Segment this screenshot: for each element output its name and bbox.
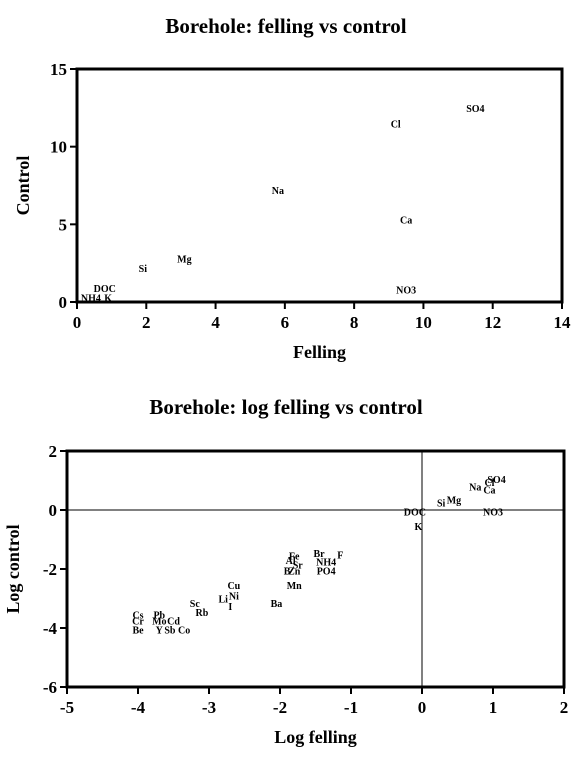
y-tick-label: -2 — [43, 560, 57, 579]
chart-title: Borehole: log felling vs control — [149, 395, 423, 419]
data-point-cd: Cd — [167, 617, 180, 628]
data-point-so4: SO4 — [487, 475, 505, 486]
data-point-be: Be — [132, 625, 144, 636]
x-tick-label: -1 — [344, 698, 358, 717]
plot-frame — [75, 67, 564, 304]
data-point-cl: Cl — [484, 478, 494, 489]
data-point-ca: Ca — [400, 216, 412, 227]
data-point-so4: SO4 — [466, 104, 484, 115]
y-tick-label: 15 — [50, 60, 67, 79]
data-point-mg: Mg — [447, 496, 461, 507]
y-tick-label: 0 — [59, 293, 68, 312]
data-point-cs: Cs — [132, 611, 143, 622]
data-point-doc: DOC — [94, 284, 116, 295]
x-axis-label: Log felling — [274, 727, 357, 747]
y-tick-label: -6 — [43, 678, 57, 697]
x-tick-label: 14 — [554, 313, 572, 332]
data-point-i: I — [228, 602, 232, 613]
chart-panel-top: Borehole: felling vs control 0 2 4 6 8 10 12 14… — [13, 14, 572, 362]
x-tick-label: -4 — [131, 698, 146, 717]
data-point-ba: Ba — [271, 599, 283, 610]
x-tick-label: 1 — [489, 698, 498, 717]
x-tick-label: 0 — [418, 698, 427, 717]
data-point-cu: Cu — [227, 581, 240, 592]
data-point-mn: Mn — [287, 581, 302, 592]
x-tick-label: 0 — [73, 313, 82, 332]
data-point-mo: Mo — [152, 617, 166, 628]
data-point-nh4: NH4 — [316, 558, 336, 569]
y-tick-label: 2 — [49, 442, 58, 461]
data-point-k: K — [104, 293, 112, 304]
x-tick-label: 6 — [281, 313, 290, 332]
y-tick-label: 5 — [59, 215, 68, 234]
data-point-na: Na — [469, 482, 481, 493]
x-tick-label: 8 — [350, 313, 359, 332]
y-axis-label: Log control — [3, 524, 23, 613]
data-point-br: Br — [313, 549, 325, 560]
data-point-sb: Sb — [164, 625, 176, 636]
x-tick-label: 10 — [415, 313, 432, 332]
data-point-ca: Ca — [483, 485, 495, 496]
data-point-pb: Pb — [153, 611, 165, 622]
x-tick-label: 2 — [560, 698, 569, 717]
data-point-no3: NO3 — [396, 286, 416, 297]
x-tick-label: -3 — [202, 698, 216, 717]
data-point-b: B — [284, 566, 291, 577]
x-tick-label: 4 — [211, 313, 220, 332]
data-point-si: Si — [437, 499, 446, 510]
data-point-rb: Rb — [196, 608, 209, 619]
x-tick-label: 12 — [484, 313, 501, 332]
data-point-mg: Mg — [177, 255, 191, 266]
x-tick-label: 2 — [142, 313, 151, 332]
data-point-si: Si — [139, 264, 148, 275]
data-point-nh4: NH4 — [81, 293, 101, 304]
data-point-zn: Zn — [288, 566, 301, 577]
scatter-plot-top: 0 2 4 6 8 10 12 14 0 5 10 15 Felling Control SO4 Cl Na Ca… — [13, 60, 572, 362]
scatter-plot-bottom: -5 -4 -3 -2 -1 0 1 2 -6 -4 -2 0 2 Log felling Log cont… — [3, 442, 569, 747]
data-point-k: K — [415, 522, 423, 533]
data-point-sc: Sc — [190, 599, 201, 610]
data-point-sr: Sr — [293, 561, 304, 572]
x-tick-label: -5 — [60, 698, 74, 717]
y-tick-label: -4 — [43, 619, 58, 638]
data-point-co: Co — [178, 625, 190, 636]
y-tick-label: 0 — [49, 501, 58, 520]
data-point-doc: DOC — [404, 507, 426, 518]
y-axis-label: Control — [13, 156, 33, 216]
data-point-no3: NO3 — [483, 507, 503, 518]
data-point-al: Al — [286, 556, 296, 567]
data-point-fe: Fe — [289, 552, 300, 563]
data-point-po4: PO4 — [317, 566, 336, 577]
chart-panel-bottom: Borehole: log felling vs control -5 -4 -3-… — [0, 381, 572, 762]
x-axis-label: Felling — [293, 342, 346, 362]
data-point-cl: Cl — [391, 119, 401, 130]
data-point-ni: Ni — [229, 592, 239, 603]
data-point-na: Na — [272, 186, 284, 197]
y-tick-label: 10 — [50, 138, 67, 157]
data-point-cr: Cr — [132, 617, 144, 628]
data-point-li: Li — [218, 595, 228, 606]
x-tick-label: -2 — [273, 698, 287, 717]
data-point-f: F — [337, 550, 343, 561]
chart-title: Borehole: felling vs control — [165, 14, 407, 38]
data-point-y: Y — [156, 625, 164, 636]
